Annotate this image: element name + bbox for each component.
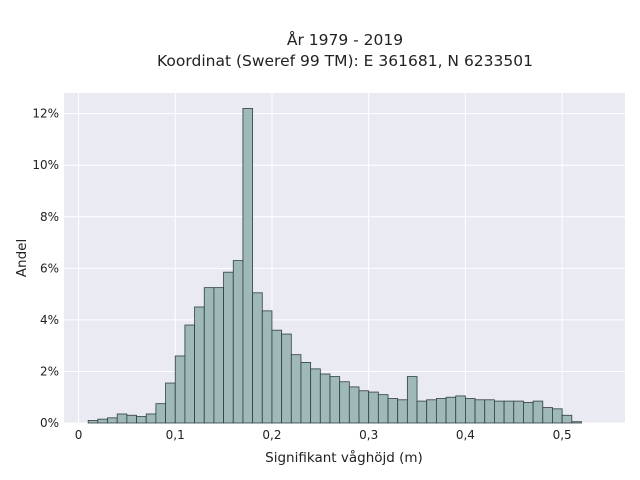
- histogram-bar: [523, 401, 534, 424]
- chart-subtitle: Koordinat (Sweref 99 TM): E 361681, N 62…: [157, 52, 533, 70]
- histogram-bar: [261, 310, 273, 424]
- histogram-bar: [552, 408, 563, 424]
- histogram-bar: [397, 399, 408, 424]
- histogram-bar: [184, 324, 195, 424]
- histogram-bar: [416, 400, 428, 424]
- y-tick-label: 6%: [40, 261, 59, 275]
- y-tick-label: 8%: [40, 210, 59, 224]
- histogram-bar: [290, 354, 302, 424]
- histogram-bar: [377, 394, 389, 424]
- histogram-bar: [484, 399, 495, 424]
- y-tick-label: 0%: [40, 416, 59, 430]
- x-tick-label: 0,3: [359, 428, 378, 442]
- x-tick-label: 0: [75, 428, 83, 442]
- histogram-bar: [116, 413, 128, 424]
- chart-title: År 1979 - 2019: [287, 30, 403, 49]
- bars-group: [87, 108, 582, 424]
- histogram-bar: [358, 390, 370, 424]
- histogram-bar: [532, 400, 544, 424]
- histogram-bar: [503, 400, 515, 424]
- histogram-bar: [339, 381, 350, 424]
- histogram-bar: [213, 287, 224, 424]
- x-axis-label: Signifikant våghöjd (m): [265, 449, 423, 466]
- histogram-bar: [97, 418, 108, 424]
- histogram-bar: [455, 395, 466, 424]
- histogram-bar: [474, 399, 486, 424]
- histogram-bar: [87, 420, 99, 424]
- y-tick-label: 4%: [40, 313, 59, 327]
- histogram-bar: [445, 396, 457, 424]
- histogram-bar: [165, 382, 176, 424]
- y-tick-label: 10%: [32, 158, 59, 172]
- y-tick-label: 2%: [40, 364, 59, 378]
- histogram-bar: [203, 287, 215, 424]
- histogram-bar: [136, 416, 147, 424]
- histogram-bar: [223, 271, 234, 424]
- x-tick-label: 0,4: [456, 428, 475, 442]
- histogram-bar: [126, 414, 137, 424]
- histogram-bar: [310, 368, 321, 424]
- plot-area: [64, 93, 625, 423]
- y-tick-label: 12%: [32, 107, 59, 121]
- histogram-bar: [571, 421, 582, 424]
- y-axis-label: Andel: [14, 239, 30, 277]
- histogram-bar: [271, 329, 283, 424]
- x-tick-label: 0,5: [553, 428, 572, 442]
- histogram-bar: [435, 398, 447, 424]
- histogram-bar: [242, 108, 254, 424]
- histogram-bar: [107, 417, 118, 424]
- histogram-bar: [348, 386, 360, 424]
- histogram-bar: [300, 362, 312, 424]
- histogram-bar: [145, 413, 157, 424]
- histogram-bar: [329, 376, 341, 424]
- histogram-bar: [387, 398, 399, 424]
- histogram-bar: [494, 400, 505, 424]
- histogram-bar: [174, 355, 186, 424]
- x-tick-labels: 0 0,1 0,2 0,3 0,4 0,5: [75, 428, 572, 442]
- histogram-bar: [252, 292, 263, 424]
- histogram-bar: [513, 400, 524, 424]
- histogram-bar: [368, 391, 379, 424]
- histogram-bar: [281, 333, 292, 424]
- histogram-bar: [542, 407, 553, 424]
- histogram-bar: [406, 376, 418, 424]
- grid-lines: [64, 93, 625, 424]
- histogram-bar: [426, 399, 437, 424]
- histogram-bar: [465, 398, 476, 424]
- histogram-bar: [232, 260, 244, 424]
- y-tick-labels: 0% 2% 4% 6% 8% 10% 12%: [32, 107, 59, 430]
- histogram-bar: [561, 414, 573, 424]
- histogram-bar: [194, 306, 205, 424]
- histogram-bar: [155, 403, 166, 424]
- histogram-bar: [319, 373, 331, 424]
- x-tick-label: 0,1: [166, 428, 185, 442]
- x-tick-label: 0,2: [262, 428, 281, 442]
